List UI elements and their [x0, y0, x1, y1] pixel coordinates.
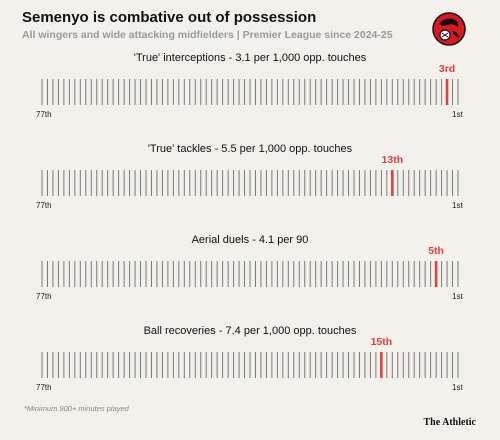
best-rank-label: 1st	[452, 292, 463, 301]
highlight-rank-label: 5th	[428, 245, 444, 257]
best-rank-label: 1st	[452, 201, 463, 210]
rank-strip	[41, 170, 459, 196]
highlight-rank-label: 15th	[370, 336, 393, 348]
worst-rank-label: 77th	[36, 292, 52, 301]
footnote: *Minimum 900+ minutes played	[24, 404, 129, 413]
best-rank-label: 1st	[452, 110, 463, 119]
rank-strip	[41, 352, 459, 378]
worst-rank-label: 77th	[36, 201, 52, 210]
the-athletic-logo: The Athletic	[423, 417, 477, 428]
panel-title: Aerial duels - 4.1 per 90	[191, 234, 309, 246]
rank-strip	[41, 79, 459, 105]
panel-title: 'True' tackles - 5.5 per 1,000 opp. touc…	[147, 143, 353, 155]
panel-title: 'True' interceptions - 3.1 per 1,000 opp…	[133, 52, 367, 64]
panel-title: Ball recoveries - 7.4 per 1,000 opp. tou…	[143, 325, 357, 337]
highlight-rank-label: 3rd	[438, 63, 456, 75]
chart-title: Semenyo is combative out of possession	[22, 9, 317, 26]
afc-bournemouth-crest-icon	[432, 12, 466, 46]
worst-rank-label: 77th	[36, 383, 52, 392]
rank-strip	[41, 261, 459, 287]
worst-rank-label: 77th	[36, 110, 52, 119]
best-rank-label: 1st	[452, 383, 463, 392]
highlight-rank-label: 13th	[381, 154, 404, 166]
chart-subtitle: All wingers and wide attacking midfielde…	[22, 29, 393, 41]
